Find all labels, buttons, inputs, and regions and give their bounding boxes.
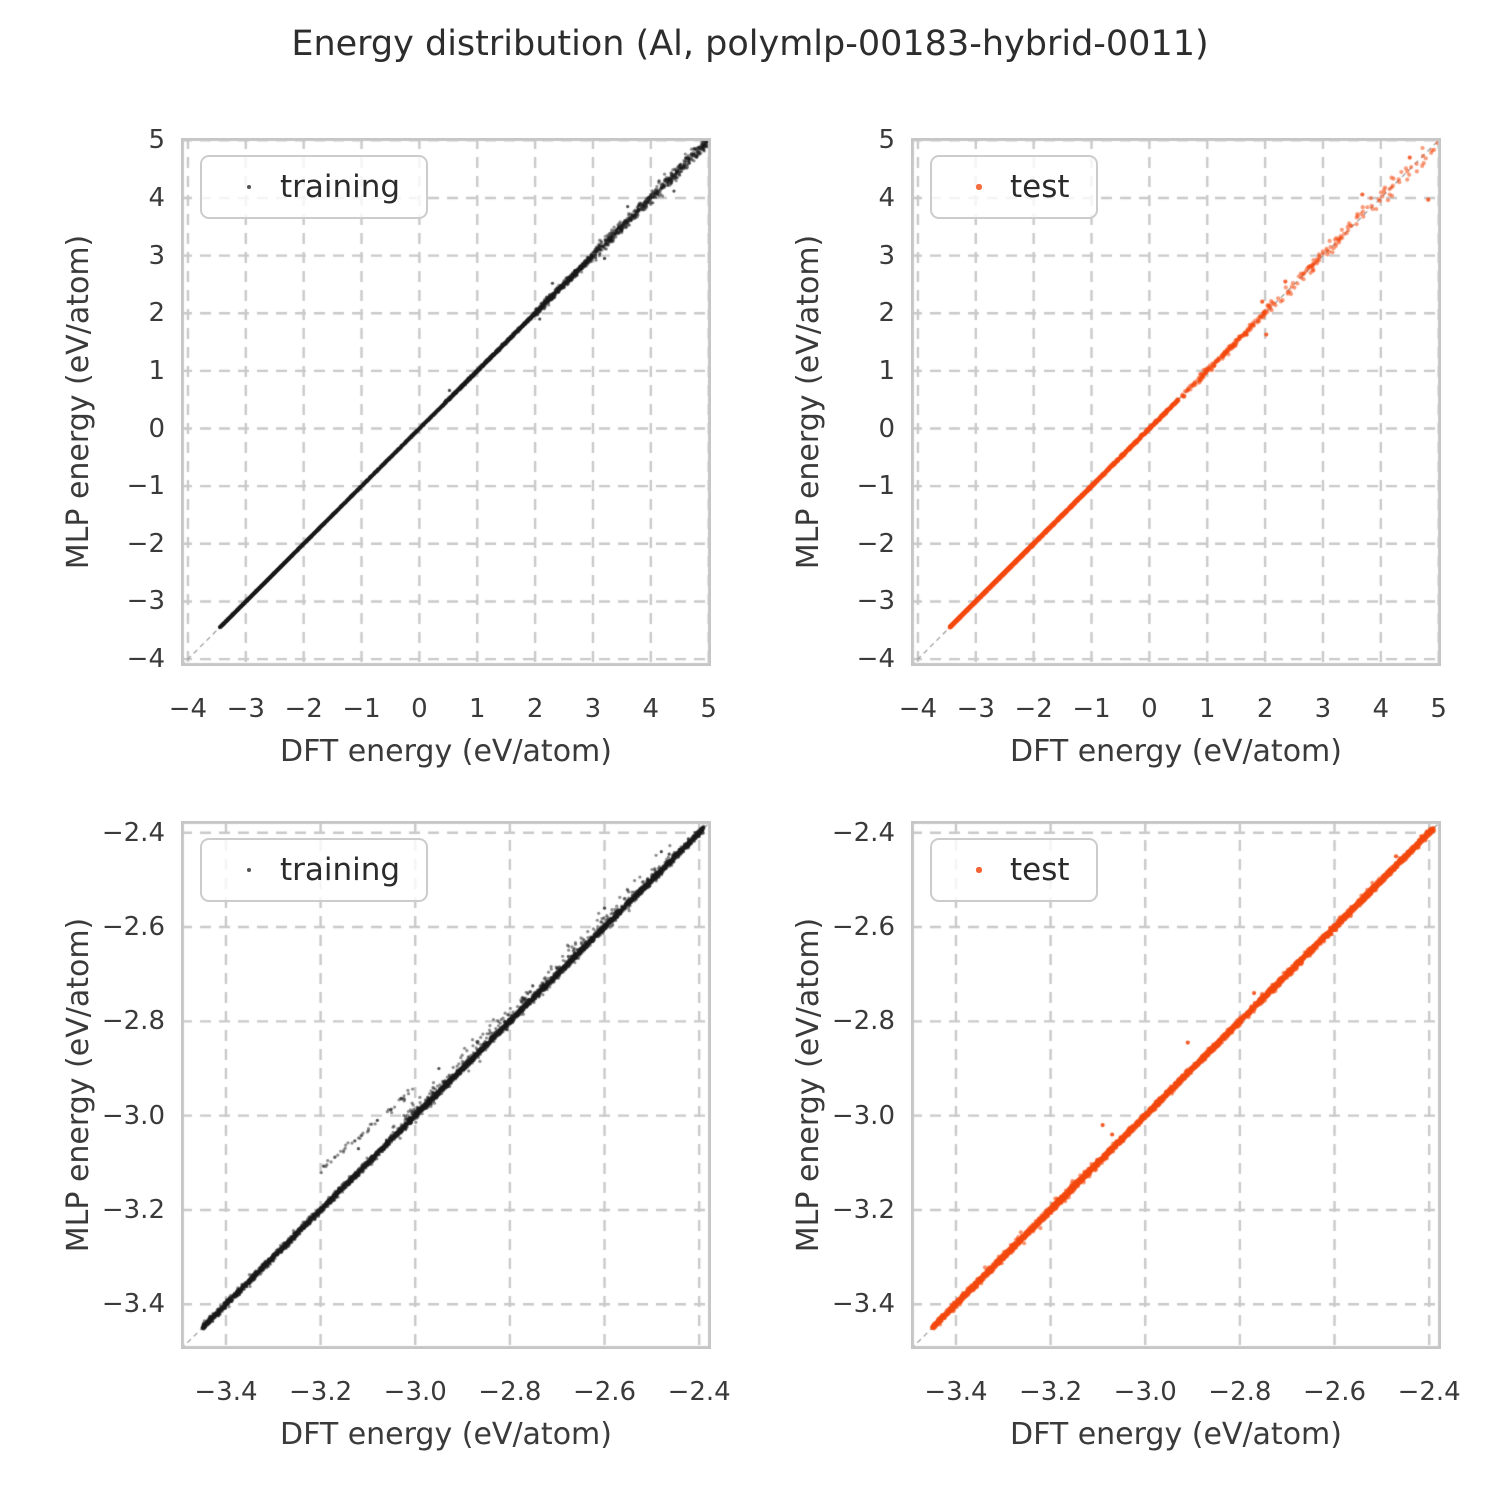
y-tick-label: 2 bbox=[878, 298, 895, 329]
x-tick-label: −2.4 bbox=[667, 1377, 731, 1407]
x-tick-label: 0 bbox=[411, 694, 428, 724]
y-tick-label: −3.2 bbox=[831, 1194, 895, 1225]
legend-training: training bbox=[200, 155, 429, 219]
scatter-canvas-bottom-left bbox=[181, 821, 711, 1349]
y-tick-label: −2.4 bbox=[101, 817, 165, 848]
y-tick-label: −3.0 bbox=[831, 1100, 895, 1131]
legend-label: test bbox=[1010, 852, 1070, 888]
legend-label: training bbox=[280, 169, 401, 205]
y-tick-label: −2.6 bbox=[101, 912, 165, 943]
y-tick-label: −3.2 bbox=[101, 1194, 165, 1225]
x-tick-label: −2.8 bbox=[1208, 1377, 1272, 1407]
y-tick-label: −2.4 bbox=[831, 817, 895, 848]
y-tick-label: 2 bbox=[148, 298, 165, 329]
subplot-top-right: test bbox=[911, 138, 1441, 666]
x-tick-label: 1 bbox=[1198, 694, 1216, 724]
x-axis-label: DFT energy (eV/atom) bbox=[280, 734, 612, 769]
y-tick-label: 0 bbox=[148, 413, 165, 444]
legend-label: training bbox=[280, 852, 401, 888]
y-tick-label: −4 bbox=[126, 644, 165, 675]
x-tick-label: 1 bbox=[468, 694, 486, 724]
test-marker-dot-icon bbox=[976, 184, 982, 190]
subplot-bottom-left: training bbox=[181, 821, 711, 1349]
x-tick-label: −2.6 bbox=[572, 1377, 637, 1407]
y-tick-label: 3 bbox=[878, 240, 895, 271]
training-marker-dot-icon bbox=[247, 185, 251, 189]
y-tick-label: −2.8 bbox=[101, 1006, 165, 1037]
y-tick-label: −1 bbox=[126, 471, 165, 502]
y-tick-label: 1 bbox=[148, 355, 165, 386]
x-tick-label: −2.8 bbox=[478, 1377, 542, 1407]
y-axis-label: MLP energy (eV/atom) bbox=[791, 234, 826, 570]
x-tick-label: −1 bbox=[342, 694, 381, 724]
legend-marker-swatch bbox=[948, 184, 1010, 190]
y-tick-label: −2 bbox=[856, 528, 895, 559]
legend-test: test bbox=[930, 155, 1098, 219]
x-tick-label: −3.4 bbox=[924, 1377, 988, 1407]
x-axis-label: DFT energy (eV/atom) bbox=[1010, 734, 1342, 769]
scatter-canvas-top-right bbox=[911, 138, 1441, 666]
x-tick-label: 3 bbox=[1314, 694, 1332, 724]
y-tick-label: −3.0 bbox=[101, 1100, 165, 1131]
y-tick-label: −3.4 bbox=[831, 1289, 895, 1320]
legend-training: training bbox=[200, 838, 429, 902]
y-tick-label: 4 bbox=[878, 182, 895, 213]
x-tick-label: −2.6 bbox=[1302, 1377, 1367, 1407]
scatter-canvas-bottom-right bbox=[911, 821, 1441, 1349]
x-tick-label: −3.2 bbox=[289, 1377, 353, 1407]
x-tick-label: −3 bbox=[956, 694, 995, 724]
x-tick-label: −3.4 bbox=[194, 1377, 258, 1407]
y-tick-label: 3 bbox=[148, 240, 165, 271]
y-axis-label: MLP energy (eV/atom) bbox=[61, 917, 96, 1253]
x-tick-label: −3.2 bbox=[1019, 1377, 1083, 1407]
y-tick-label: 5 bbox=[878, 125, 895, 156]
x-tick-label: 3 bbox=[584, 694, 602, 724]
x-tick-label: −4 bbox=[168, 694, 208, 724]
test-marker-dot-icon bbox=[976, 867, 982, 873]
y-axis-label: MLP energy (eV/atom) bbox=[61, 234, 96, 570]
x-tick-label: −3.0 bbox=[1113, 1377, 1177, 1407]
y-tick-label: −2.6 bbox=[831, 912, 895, 943]
y-tick-label: −4 bbox=[856, 644, 895, 675]
y-tick-label: −2 bbox=[126, 528, 165, 559]
y-tick-label: 0 bbox=[878, 413, 895, 444]
x-tick-label: −2 bbox=[1014, 694, 1053, 724]
x-tick-label: 5 bbox=[1430, 694, 1447, 724]
x-tick-label: 4 bbox=[642, 694, 660, 724]
y-tick-label: −1 bbox=[856, 471, 895, 502]
x-axis-label: DFT energy (eV/atom) bbox=[1010, 1417, 1342, 1452]
subplot-bottom-right: test bbox=[911, 821, 1441, 1349]
y-tick-label: −3 bbox=[856, 586, 895, 617]
y-tick-label: 5 bbox=[148, 125, 165, 156]
x-tick-label: 2 bbox=[1256, 694, 1274, 724]
x-tick-label: 0 bbox=[1141, 694, 1158, 724]
legend-marker-swatch bbox=[218, 185, 280, 189]
y-tick-label: −2.8 bbox=[831, 1006, 895, 1037]
x-tick-label: 2 bbox=[526, 694, 544, 724]
y-axis-label: MLP energy (eV/atom) bbox=[791, 917, 826, 1253]
x-tick-label: 5 bbox=[700, 694, 717, 724]
x-tick-label: −3 bbox=[226, 694, 265, 724]
legend-test: test bbox=[930, 838, 1098, 902]
training-marker-dot-icon bbox=[247, 868, 251, 872]
x-tick-label: −2.4 bbox=[1397, 1377, 1461, 1407]
scatter-canvas-top-left bbox=[181, 138, 711, 666]
legend-marker-swatch bbox=[218, 868, 280, 872]
y-tick-label: 4 bbox=[148, 182, 165, 213]
y-tick-label: 1 bbox=[878, 355, 895, 386]
x-tick-label: −4 bbox=[898, 694, 938, 724]
y-tick-label: −3.4 bbox=[101, 1289, 165, 1320]
figure-title: Energy distribution (Al, polymlp-00183-h… bbox=[291, 24, 1209, 64]
y-tick-label: −3 bbox=[126, 586, 165, 617]
legend-marker-swatch bbox=[948, 867, 1010, 873]
x-tick-label: 4 bbox=[1372, 694, 1390, 724]
x-tick-label: −1 bbox=[1072, 694, 1111, 724]
x-axis-label: DFT energy (eV/atom) bbox=[280, 1417, 612, 1452]
x-tick-label: −3.0 bbox=[383, 1377, 447, 1407]
x-tick-label: −2 bbox=[284, 694, 323, 724]
legend-label: test bbox=[1010, 169, 1070, 205]
subplot-top-left: training bbox=[181, 138, 711, 666]
